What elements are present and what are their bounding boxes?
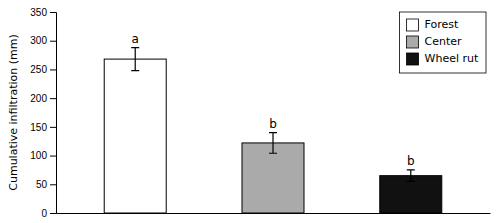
y-tick: 250 bbox=[30, 64, 56, 75]
legend-swatch bbox=[407, 19, 419, 31]
y-tick-label: 350 bbox=[30, 7, 47, 18]
error-bar-line bbox=[131, 48, 139, 71]
legend: Forest Center Wheel rut bbox=[400, 12, 486, 73]
y-tick-mark bbox=[50, 41, 56, 42]
y-tick-label: 50 bbox=[36, 179, 48, 190]
error-bar bbox=[131, 48, 139, 71]
legend-item: Forest bbox=[407, 18, 459, 31]
y-axis: 0 50 100 150 200 250 300 350 bbox=[30, 7, 56, 219]
y-tick-label: 100 bbox=[30, 150, 47, 161]
y-tick-mark bbox=[50, 12, 56, 13]
annotation: b bbox=[269, 117, 277, 131]
x-axis bbox=[57, 213, 491, 214]
plot: a b b 0 50 100 150 200 250 300 350 Forest Center Whee… bbox=[30, 7, 490, 219]
y-tick: 350 bbox=[30, 7, 56, 18]
y-tick: 0 bbox=[41, 208, 56, 219]
y-tick: 150 bbox=[30, 122, 56, 133]
y-tick-label: 150 bbox=[30, 122, 47, 133]
bars bbox=[104, 48, 442, 213]
y-tick-label: 300 bbox=[30, 35, 47, 46]
bar bbox=[104, 59, 166, 213]
error-bar bbox=[269, 133, 277, 154]
legend-swatch bbox=[407, 36, 419, 48]
legend-label: Wheel rut bbox=[425, 52, 479, 65]
y-tick-mark bbox=[50, 98, 56, 99]
error-bar bbox=[407, 170, 415, 181]
x-axis-line bbox=[57, 213, 491, 214]
legend-item: Center bbox=[407, 35, 463, 48]
y-tick-mark bbox=[50, 184, 56, 185]
legend-item: Wheel rut bbox=[407, 52, 479, 65]
y-tick: 100 bbox=[30, 150, 56, 161]
error-bar-line bbox=[407, 170, 415, 181]
y-tick-label: 200 bbox=[30, 93, 47, 104]
y-axis-line bbox=[50, 13, 57, 214]
error-bar-line bbox=[269, 133, 277, 154]
annotation: a bbox=[132, 32, 139, 46]
y-tick-label: 250 bbox=[30, 64, 47, 75]
annotation: b bbox=[407, 154, 415, 168]
y-tick-mark bbox=[50, 127, 56, 128]
legend-frame bbox=[400, 12, 486, 73]
y-tick: 300 bbox=[30, 35, 56, 46]
legend-label: Center bbox=[425, 35, 463, 48]
y-tick-mark bbox=[50, 156, 56, 157]
y-tick-label: 0 bbox=[41, 208, 47, 219]
y-tick-mark bbox=[50, 69, 56, 70]
y-tick: 50 bbox=[36, 179, 56, 190]
y-axis-title: Cumulative infiltration (mm) bbox=[7, 34, 20, 190]
legend-swatch bbox=[407, 53, 419, 65]
y-tick-mark bbox=[50, 213, 56, 214]
legend-label: Forest bbox=[425, 18, 459, 31]
annotations: a b b bbox=[132, 32, 415, 168]
chart: a b b 0 50 100 150 200 250 300 350 Forest Center Whee… bbox=[0, 0, 500, 223]
y-tick: 200 bbox=[30, 93, 56, 104]
